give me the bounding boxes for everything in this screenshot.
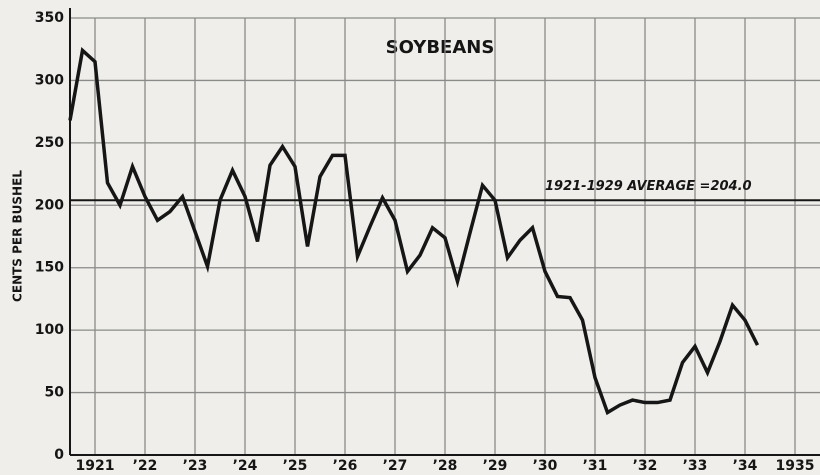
- y-tick-label: 150: [35, 260, 64, 276]
- x-tick-label: ’32: [633, 458, 658, 474]
- x-tick-label: ’24: [233, 458, 258, 474]
- x-tick-label: ’23: [183, 458, 208, 474]
- x-tick-label: ’22: [133, 458, 158, 474]
- x-tick-label: 1935: [776, 458, 815, 474]
- data-line: [68, 47, 760, 416]
- x-tick-label: ’29: [483, 458, 508, 474]
- y-tick-label: 200: [35, 197, 64, 213]
- x-tick-label: ’31: [583, 458, 608, 474]
- x-tick-label: ’34: [733, 458, 758, 474]
- x-tick-label: ’33: [683, 458, 708, 474]
- x-tick-label: ’25: [283, 458, 308, 474]
- y-tick-label: 100: [35, 322, 64, 338]
- average-label: 1921-1929 AVERAGE =204.0: [545, 179, 752, 194]
- x-tick-label: 1921: [76, 458, 115, 474]
- y-tick-label: 0: [54, 447, 64, 463]
- y-tick-label: 300: [35, 72, 64, 88]
- chart-title: SOYBEANS: [386, 37, 495, 58]
- y-tick-label: 250: [35, 135, 64, 151]
- y-tick-label: 350: [35, 10, 64, 26]
- x-tick-label: ’27: [383, 458, 408, 474]
- y-axis-label: CENTS PER BUSHEL: [11, 170, 25, 302]
- x-tick-label: ’30: [533, 458, 558, 474]
- x-tick-label: ’28: [433, 458, 458, 474]
- y-tick-label: 50: [45, 385, 65, 401]
- x-tick-label: ’26: [333, 458, 358, 474]
